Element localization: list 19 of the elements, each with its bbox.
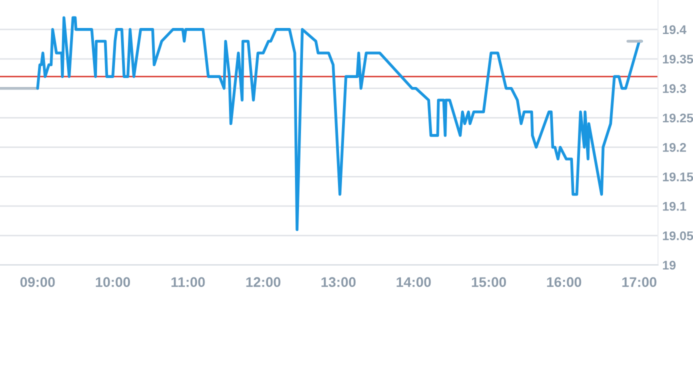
x-tick-label: 12:00	[246, 277, 280, 288]
x-tick-label: 15:00	[472, 277, 506, 288]
x-tick-label: 17:00	[622, 277, 656, 288]
x-tick-label: 11:00	[171, 277, 205, 288]
y-tick-label: 19.15	[662, 172, 693, 182]
y-tick-label: 19.2	[662, 143, 686, 152]
y-tick-label: 19.1	[662, 202, 686, 211]
y-tick-label: 19.35	[662, 54, 693, 64]
y-tick-label: 19	[662, 260, 676, 270]
x-tick-label: 10:00	[96, 277, 130, 288]
x-tick-label: 16:00	[547, 277, 582, 288]
x-tick-label: 13:00	[322, 277, 356, 288]
y-tick-label: 19.05	[662, 231, 693, 240]
y-tick-label: 19.25	[662, 114, 693, 122]
x-tick-label: 14:00	[396, 277, 431, 288]
y-tick-label: 19.4	[662, 25, 686, 34]
line-series	[36, 16, 643, 232]
y-tick-label: 19.3	[662, 84, 686, 94]
x-tick-label: 09:00	[20, 277, 55, 288]
